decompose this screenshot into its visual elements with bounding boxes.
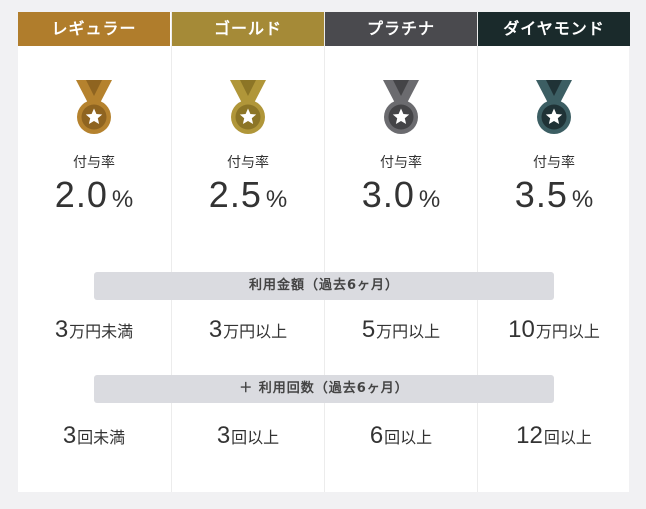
rate-label: 付与率 xyxy=(73,155,115,171)
percent-sign: % xyxy=(418,186,441,213)
tier-column-diamond: ダイヤモンド 付与率 3.5% 10万円以上 12回以上 xyxy=(477,12,630,492)
amount-requirement: 5万円以上 xyxy=(325,316,477,344)
medal-icon xyxy=(224,78,272,136)
rate-value: 3.5% xyxy=(478,174,630,216)
percent-sign: % xyxy=(265,186,288,213)
rate-label: 付与率 xyxy=(227,155,269,171)
amount-unit: 万円以上 xyxy=(535,322,600,341)
rate-number: 3.0 xyxy=(361,174,415,215)
amount-number: 5 xyxy=(361,316,376,343)
count-requirement: 12回以上 xyxy=(478,422,630,450)
count-requirement: 6回以上 xyxy=(325,422,477,450)
count-unit: 回以上 xyxy=(231,428,280,447)
count-unit: 回以上 xyxy=(543,428,592,447)
rate-label: 付与率 xyxy=(533,155,575,171)
rate-number: 3.5 xyxy=(514,174,568,215)
tier-column-platinum: プラチナ 付与率 3.0% 5万円以上 6回以上 xyxy=(324,12,477,492)
amount-requirement: 3万円未満 xyxy=(18,316,170,344)
tier-header: レギュラー xyxy=(18,12,170,46)
count-number: 3 xyxy=(216,422,231,449)
count-requirement: 3回未満 xyxy=(18,422,170,450)
rate-value: 2.5% xyxy=(172,174,324,216)
medal-icon xyxy=(377,78,425,136)
amount-number: 3 xyxy=(54,316,69,343)
count-unit: 回未満 xyxy=(77,428,126,447)
amount-number: 3 xyxy=(208,316,223,343)
rate-number: 2.5 xyxy=(208,174,262,215)
amount-unit: 万円以上 xyxy=(223,322,288,341)
amount-unit: 万円未満 xyxy=(69,322,134,341)
rate-value: 2.0% xyxy=(18,174,170,216)
tier-header: ダイヤモンド xyxy=(478,12,630,46)
percent-sign: % xyxy=(571,186,594,213)
tier-header: ゴールド xyxy=(172,12,324,46)
rate-value: 3.0% xyxy=(325,174,477,216)
amount-requirement: 3万円以上 xyxy=(172,316,324,344)
count-requirement: 3回以上 xyxy=(172,422,324,450)
percent-sign: % xyxy=(111,186,134,213)
count-unit: 回以上 xyxy=(384,428,433,447)
amount-number: 10 xyxy=(508,316,535,343)
count-number: 12 xyxy=(516,422,543,449)
tier-comparison-card: レギュラー 付与率 2.0% 3万円未満 3回未満 ゴールド 付与率 2.5% … xyxy=(18,12,630,492)
medal-icon xyxy=(530,78,578,136)
tier-column-regular: レギュラー 付与率 2.0% 3万円未満 3回未満 xyxy=(18,12,170,492)
rate-number: 2.0 xyxy=(54,174,108,215)
count-number: 6 xyxy=(369,422,384,449)
amount-requirement: 10万円以上 xyxy=(478,316,630,344)
medal-icon xyxy=(70,78,118,136)
rate-label: 付与率 xyxy=(380,155,422,171)
count-number: 3 xyxy=(62,422,77,449)
tier-header: プラチナ xyxy=(325,12,477,46)
amount-section-bar: 利用金額（過去6ヶ月） xyxy=(94,272,554,300)
tier-column-gold: ゴールド 付与率 2.5% 3万円以上 3回以上 xyxy=(171,12,324,492)
count-section-bar: ＋ 利用回数（過去6ヶ月） xyxy=(94,375,554,403)
amount-unit: 万円以上 xyxy=(376,322,441,341)
